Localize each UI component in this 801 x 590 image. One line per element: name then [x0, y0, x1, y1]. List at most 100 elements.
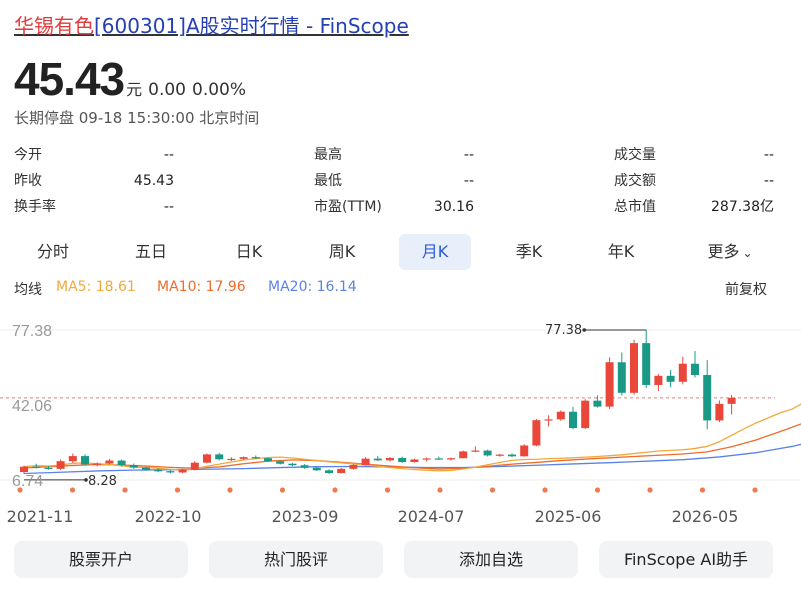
tab-more[interactable]: 更多 ⌄ [685, 234, 775, 270]
tab-quarterly-k[interactable]: 季K [515, 242, 543, 261]
page-title-link[interactable]: 华锡有色[600301]A股实时行情 - FinScope [14, 10, 409, 39]
event-marker-dot[interactable] [752, 487, 758, 493]
stat-label: 昨收 [14, 173, 42, 189]
candle-body [32, 466, 41, 468]
stock-name: 华锡有色 [14, 14, 94, 38]
event-marker-dot[interactable] [699, 487, 706, 493]
current-price: 45.43 [14, 53, 125, 105]
candle-body [312, 467, 321, 471]
candle [166, 470, 175, 474]
candle-body [349, 465, 358, 469]
candle-body [495, 454, 504, 456]
candle [56, 459, 65, 470]
candle [68, 453, 77, 463]
candle-body [68, 456, 77, 462]
candle [44, 465, 53, 470]
event-marker-dot[interactable] [17, 487, 23, 493]
candle [264, 457, 272, 463]
candle [678, 356, 687, 385]
candle [154, 468, 163, 473]
x-tick-label: 2024-07 [398, 507, 465, 526]
tab-weekly-k[interactable]: 周K [328, 242, 356, 261]
event-marker-dot[interactable] [332, 487, 338, 493]
stat-label: 总市值 [614, 199, 656, 215]
candle-body [178, 469, 187, 473]
candle [642, 330, 651, 389]
candle-body [593, 400, 602, 407]
event-marker-dot[interactable] [384, 487, 391, 493]
x-tick-label: 2021-11 [7, 507, 74, 526]
add-watchlist-button[interactable]: 添加自选 [404, 541, 578, 578]
stat-label: 成交额 [614, 173, 656, 189]
candle-body [703, 374, 712, 421]
candle [142, 466, 150, 471]
price-change: 0.00 [148, 80, 186, 100]
stat-value: -- [463, 147, 474, 163]
stat-label: 换手率 [14, 199, 56, 215]
candle [32, 463, 41, 469]
adjust-toggle[interactable]: 前复权 [725, 282, 767, 298]
ma10-line [23, 423, 801, 470]
tab-yearly-k[interactable]: 年K [607, 242, 635, 261]
candle [312, 466, 321, 471]
candle-body [300, 465, 309, 468]
hot-comments-button[interactable]: 热门股评 [209, 541, 383, 578]
candle [373, 456, 382, 462]
candle-body [654, 375, 663, 385]
event-marker-dot[interactable] [489, 487, 496, 493]
candle-body [617, 362, 626, 393]
candle [483, 449, 492, 457]
candle [349, 463, 358, 470]
candle-body [190, 462, 199, 470]
candle [434, 456, 443, 460]
stats-row: 今开 -- 最高 -- 成交量 -- [14, 142, 776, 168]
candle-body [325, 470, 333, 474]
event-marker-dot[interactable] [69, 487, 76, 493]
event-marker-dot[interactable] [122, 487, 128, 493]
event-marker-dot[interactable] [647, 487, 653, 493]
candle [93, 462, 102, 467]
candle [251, 455, 260, 460]
candle-body [508, 454, 516, 457]
candle [617, 352, 626, 396]
stat-value: -- [763, 173, 774, 189]
stat-value: -- [163, 199, 174, 215]
candle-body [337, 468, 346, 474]
candle-body [264, 458, 272, 462]
candle-body [251, 457, 260, 459]
candle [630, 339, 638, 395]
candle [325, 469, 333, 474]
candle [276, 460, 285, 465]
candle-body [520, 445, 529, 457]
candle [459, 450, 468, 459]
tab-daily-k[interactable]: 日K [235, 242, 263, 261]
candle [239, 456, 248, 460]
candle [569, 406, 577, 430]
stat-label: 成交量 [614, 147, 656, 163]
event-marker-dot[interactable] [279, 487, 286, 493]
candle-body [434, 458, 443, 460]
event-marker-dot[interactable] [174, 487, 181, 493]
event-marker-dot[interactable] [542, 487, 548, 493]
candle-body [81, 456, 89, 465]
candle-body [361, 458, 370, 466]
stat-label: 最高 [314, 147, 342, 163]
event-marker-dot[interactable] [227, 487, 233, 493]
candle-body [239, 457, 248, 459]
candle-body [532, 420, 541, 446]
tab-monthly-k[interactable]: 月K [399, 234, 471, 270]
tab-five-day[interactable]: 五日 [134, 242, 167, 261]
candle [593, 395, 602, 408]
y-tick-label: 42.06 [12, 398, 52, 415]
ma-label: 均线 [14, 282, 42, 298]
event-marker-dot[interactable] [594, 487, 601, 493]
candle-body [142, 467, 150, 471]
price-change-pct: 0.00% [192, 80, 247, 100]
event-marker-dot[interactable] [437, 487, 443, 493]
candlestick-chart[interactable]: 77.38 42.06 6.74 2021-11 2022-10 2023-09… [0, 300, 801, 532]
tab-intraday[interactable]: 分时 [36, 242, 69, 261]
ma5-value: MA5: 18.61 [56, 279, 136, 295]
min-price-annotation: 8.28 [88, 474, 117, 489]
open-account-button[interactable]: 股票开户 [14, 541, 188, 578]
finscope-ai-assistant-button[interactable]: FinScope AI助手 [599, 541, 773, 578]
